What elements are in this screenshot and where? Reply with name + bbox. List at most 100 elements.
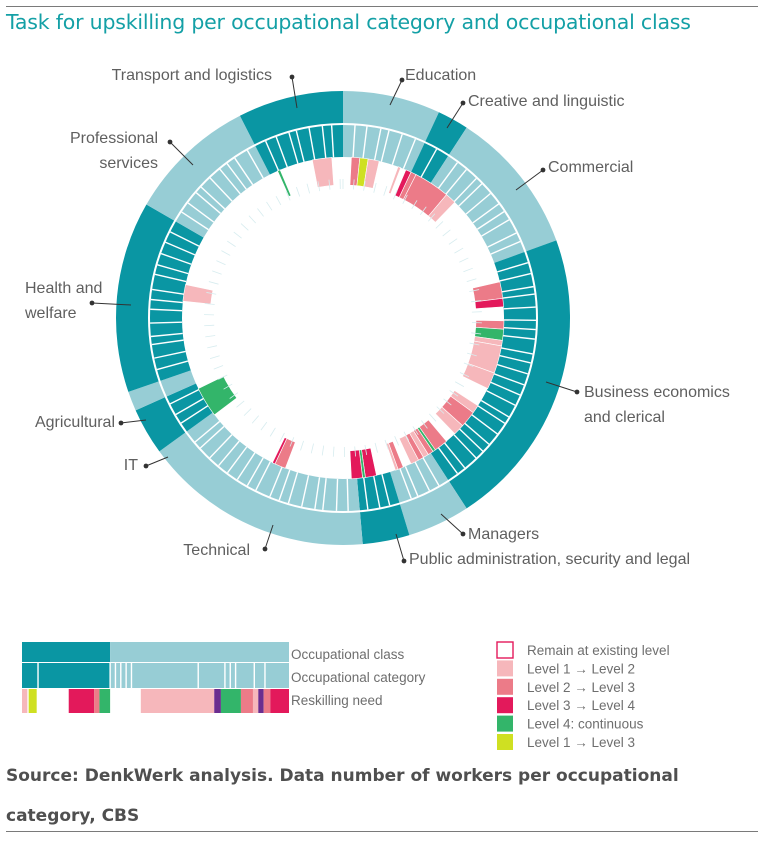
category-arc-2 [430,155,526,263]
spoke [221,250,231,256]
spoke [363,180,366,191]
ring-label-1: Occupational category [291,670,426,685]
category-divider [246,150,264,179]
sample-category-block-1 [110,663,289,688]
spoke [436,406,445,414]
legend-label-remain: Remain at existing level [527,643,670,658]
category-divider [335,478,339,511]
category-divider [151,339,184,346]
category-divider [175,397,204,416]
category-divider [445,169,467,195]
spoke [213,365,224,370]
spoke [243,408,252,416]
category-divider [346,478,349,511]
spoke [442,229,451,237]
leader-dot-5 [401,558,407,564]
leader-line-7 [145,456,169,467]
spoke [233,231,242,239]
category-divider [160,252,192,265]
leader-dot-11 [289,74,295,80]
spoke [223,383,233,390]
reskilling-arc-23 [398,435,419,465]
class-label-8: Agricultural [35,414,115,431]
reskilling-arc-30 [272,437,288,465]
spoke [469,342,480,346]
reskilling-arc-28 [349,449,363,480]
category-divider [234,157,254,186]
spoke [429,413,437,422]
sample-reskilling-3 [94,689,100,713]
spoke [419,206,427,215]
category-divider [404,466,419,497]
spoke [364,445,368,456]
category-divider [352,125,356,158]
spoke [240,223,249,231]
spoke [208,281,219,285]
leader-line-4 [440,513,464,535]
spoke [257,208,264,217]
leader-dot-4 [460,531,466,537]
category-divider [501,347,533,355]
source-note-line2: category, CBS [6,806,140,826]
category-divider [490,381,521,396]
class-arc-10 [146,115,255,221]
leader-dot-8 [118,420,124,426]
spoke [384,439,389,450]
class-arc-11 [239,91,343,146]
spoke [236,400,245,408]
category-divider [502,293,535,299]
category-divider [169,231,200,247]
spoke [332,446,335,457]
category-divider [472,203,500,224]
spoke [448,238,458,245]
category-divider [499,272,531,282]
category-divider [481,219,510,237]
spoke [209,355,220,360]
sample-reskilling-0 [22,689,28,713]
category-divider [195,192,222,214]
category-divider [422,457,440,486]
category-divider [499,354,531,364]
category-divider [437,162,458,189]
category-divider [437,447,458,474]
spoke [295,186,301,197]
leader-line-2 [515,169,544,191]
reskilling-arc-9 [474,298,504,310]
class-label-9: Health and welfare [24,280,102,322]
category-divider [443,442,466,469]
leader-line-0 [389,79,403,106]
category-divider [503,326,536,331]
spoke [269,427,276,437]
class-label-line: services [99,155,158,172]
spoke [310,443,314,454]
inner-spokes [204,179,482,457]
category-divider [391,134,403,165]
sample-category-block-0 [22,663,111,688]
spoke [279,432,285,443]
sample-reskilling-5 [140,689,215,713]
spoke [470,300,481,303]
class-label-5: Public administration, security and lega… [409,551,690,568]
category-divider [373,475,381,508]
category-divider [187,202,215,223]
category-divider [226,163,247,190]
spoke [467,352,477,357]
category-divider [165,241,196,256]
class-arc-3 [448,240,570,509]
spoke [227,240,236,247]
leader-line-9 [91,302,132,306]
class-label-line: welfare [24,305,77,322]
spoke [471,332,482,335]
sample-reskilling-12 [270,689,289,713]
category-divider [236,452,256,480]
spoke [204,303,215,305]
spoke [354,446,356,457]
class-labels: Education Creative and linguistic Commerci… [24,67,730,568]
class-label-line: and clerical [584,409,665,426]
spoke [411,200,418,210]
class-label-line: Education [405,67,476,84]
category-divider [150,308,183,312]
ring-separator [148,123,538,513]
class-arc-2 [448,127,557,252]
spoke [212,270,222,275]
